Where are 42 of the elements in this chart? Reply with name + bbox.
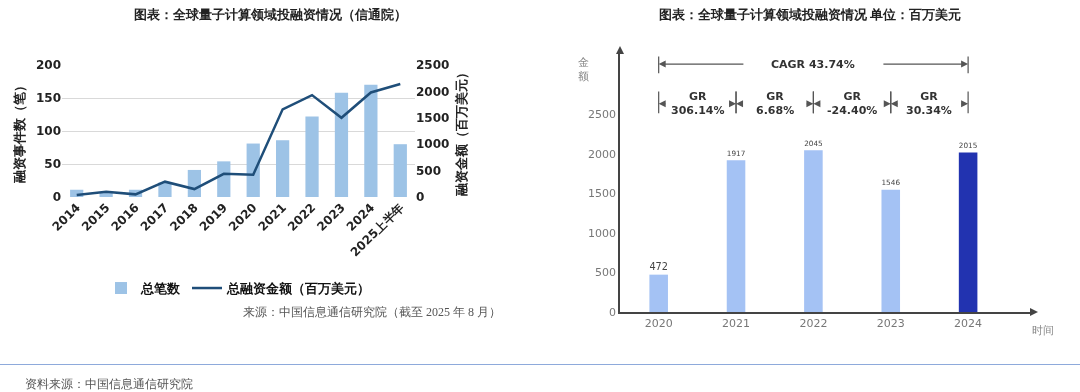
data-label: 1917 — [726, 148, 746, 158]
x-tick-label: 2022 — [799, 316, 828, 330]
data-label: 2015 — [958, 141, 978, 151]
y2-tick-label: 2500 — [416, 58, 450, 73]
annotation: CAGR 43.74% — [771, 58, 855, 71]
x-tick-label: 2023 — [876, 316, 905, 330]
y-tick-label: 500 — [595, 266, 617, 280]
y2-tick-label: 1500 — [416, 111, 450, 125]
y-tick-label: 200 — [35, 58, 61, 73]
annotation: GR 30.34% — [906, 90, 952, 118]
y2-tick-label: 500 — [416, 163, 442, 178]
x-tick-label: 2024 — [954, 316, 983, 330]
y-tick-label: 1500 — [588, 187, 617, 201]
legend-label: 总笔数 — [140, 281, 181, 297]
y-axis-title: 融资事件数（笔） — [11, 79, 27, 183]
data-label: 472 — [649, 260, 668, 272]
y2-tick-label: 1000 — [416, 137, 450, 152]
y-tick-label: 0 — [609, 305, 617, 319]
y-tick-label: 50 — [44, 157, 61, 172]
y-tick-label: 1000 — [588, 226, 617, 240]
y-tick-label: 0 — [52, 190, 61, 205]
y-tick-label: 150 — [35, 91, 61, 106]
annotation: GR -24.40% — [827, 90, 878, 118]
annotation: GR 6.68% — [756, 90, 795, 118]
source-note: 来源：中国信息通信研究院（截至 2025 年 8 月） — [243, 305, 501, 319]
x-tick-label: 2020 — [644, 316, 673, 330]
legend-label: 总融资金额（百万美元） — [226, 281, 370, 297]
data-label: 2045 — [804, 138, 823, 148]
annotation: GR 306.14% — [671, 90, 725, 118]
chart-title: 图表：全球量子计算领域投融资情况（信通院） — [133, 6, 407, 22]
chart-title: 图表：全球量子计算领域投融资情况 单位：百万美元 — [658, 6, 962, 22]
y-axis-title: 金额 — [578, 56, 589, 84]
y-tick-label: 2500 — [588, 108, 617, 121]
text: 资料来源：中国信息通信研究院 — [25, 377, 193, 391]
y-tick-label: 2000 — [588, 147, 617, 161]
data-label: 1546 — [881, 178, 901, 188]
y2-tick-label: 0 — [416, 190, 425, 205]
y-tick-label: 100 — [35, 124, 61, 139]
y2-tick-label: 2000 — [416, 84, 450, 99]
x-tick-label: 2021 — [722, 316, 751, 330]
y2-axis-title: 融资金额（百万美元） — [454, 66, 470, 196]
x-axis-title: 时间 — [1032, 324, 1054, 337]
